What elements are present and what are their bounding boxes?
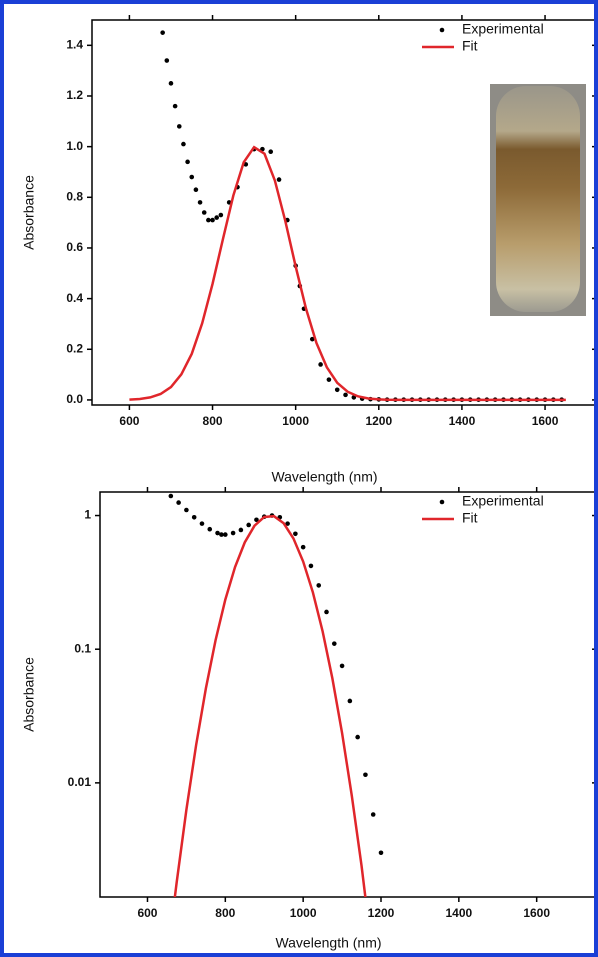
data-point [176, 124, 182, 129]
x-tick-label: 1000 [290, 906, 317, 920]
data-point [201, 210, 207, 215]
x-tick-label: 1200 [365, 414, 392, 428]
data-point [370, 812, 376, 817]
x-tick-label: 1400 [445, 906, 472, 920]
data-point [276, 177, 282, 182]
data-point [285, 521, 290, 526]
data-point [324, 609, 329, 615]
data-point [363, 772, 368, 778]
data-point [214, 215, 219, 220]
data-point [206, 217, 211, 223]
data-point [254, 517, 259, 523]
fit-line [129, 145, 566, 402]
data-point [197, 200, 203, 205]
data-point [207, 526, 213, 532]
x-tick-label: 800 [203, 414, 223, 428]
data-point [181, 141, 186, 147]
data-point [334, 387, 340, 393]
data-point [191, 515, 197, 520]
legend-label: Fit [462, 38, 478, 54]
data-point [189, 174, 195, 180]
data-point [378, 850, 384, 856]
data-point [210, 217, 215, 223]
data-point [347, 698, 353, 704]
chart: 600 800 1000 1200 1400 16000.00.20.40.60.81.0… [21, 15, 594, 951]
data-point [309, 336, 315, 342]
y-tick-label: 1 [84, 508, 91, 522]
data-point [293, 531, 298, 537]
x-tick-label: 600 [137, 906, 157, 920]
data-point [326, 377, 332, 382]
y-tick-label: 0.6 [66, 240, 83, 254]
legend-label: Experimental [462, 493, 544, 509]
data-point [176, 500, 181, 505]
y-tick-label: 0.8 [66, 189, 83, 203]
x-axis-title: Wavelength (nm) [275, 935, 381, 951]
plot-area [168, 493, 384, 897]
plot-frame [91, 19, 594, 406]
plot-area [129, 30, 566, 402]
legend-marker [439, 27, 445, 33]
data-point [160, 30, 165, 35]
y-tick-label: 1.0 [66, 139, 83, 153]
data-point [246, 522, 251, 528]
x-tick-label: 1000 [282, 414, 309, 428]
data-point [218, 212, 224, 218]
data-point [316, 583, 322, 588]
data-point [215, 530, 220, 536]
data-point [193, 187, 199, 193]
data-point [184, 507, 189, 513]
y-tick-label: 1.2 [66, 88, 83, 102]
y-axis-title: Absorbance [21, 657, 37, 732]
y-tick-label: 0.1 [74, 641, 91, 655]
fit-line [173, 514, 367, 897]
y-tick-label: 0.0 [66, 392, 83, 406]
data-point [331, 641, 337, 646]
legend-marker [439, 499, 445, 505]
data-point [168, 493, 174, 499]
data-point [172, 103, 178, 109]
data-point [230, 530, 236, 536]
data-point [219, 532, 224, 537]
x-tick-label: 1600 [532, 414, 559, 428]
y-tick-label: 0.2 [66, 341, 83, 355]
data-point [199, 521, 205, 526]
data-point [168, 81, 174, 86]
y-axis-title: Absorbance [21, 175, 37, 250]
data-point [238, 527, 244, 533]
x-tick-label: 800 [215, 906, 235, 920]
data-point [308, 563, 314, 569]
y-tick-label: 0.01 [68, 775, 92, 789]
x-tick-label: 600 [119, 414, 139, 428]
data-point [223, 532, 228, 537]
x-axis-title: Wavelength (nm) [271, 469, 377, 485]
y-tick-label: 0.4 [66, 291, 83, 305]
data-point [318, 362, 323, 367]
x-tick-label: 1200 [368, 906, 395, 920]
x-tick-label: 1600 [523, 906, 550, 920]
x-tick-label: 1400 [449, 414, 476, 428]
legend-label: Experimental [462, 21, 544, 37]
data-point [339, 663, 345, 669]
data-point [268, 149, 274, 155]
data-point [355, 734, 360, 740]
inset-photo [490, 84, 586, 316]
data-point [300, 544, 306, 550]
plot-frame [99, 491, 594, 898]
y-tick-label: 1.4 [66, 38, 83, 52]
data-point [185, 159, 190, 165]
data-point [164, 58, 170, 63]
legend-label: Fit [462, 510, 478, 526]
data-point [343, 392, 348, 398]
